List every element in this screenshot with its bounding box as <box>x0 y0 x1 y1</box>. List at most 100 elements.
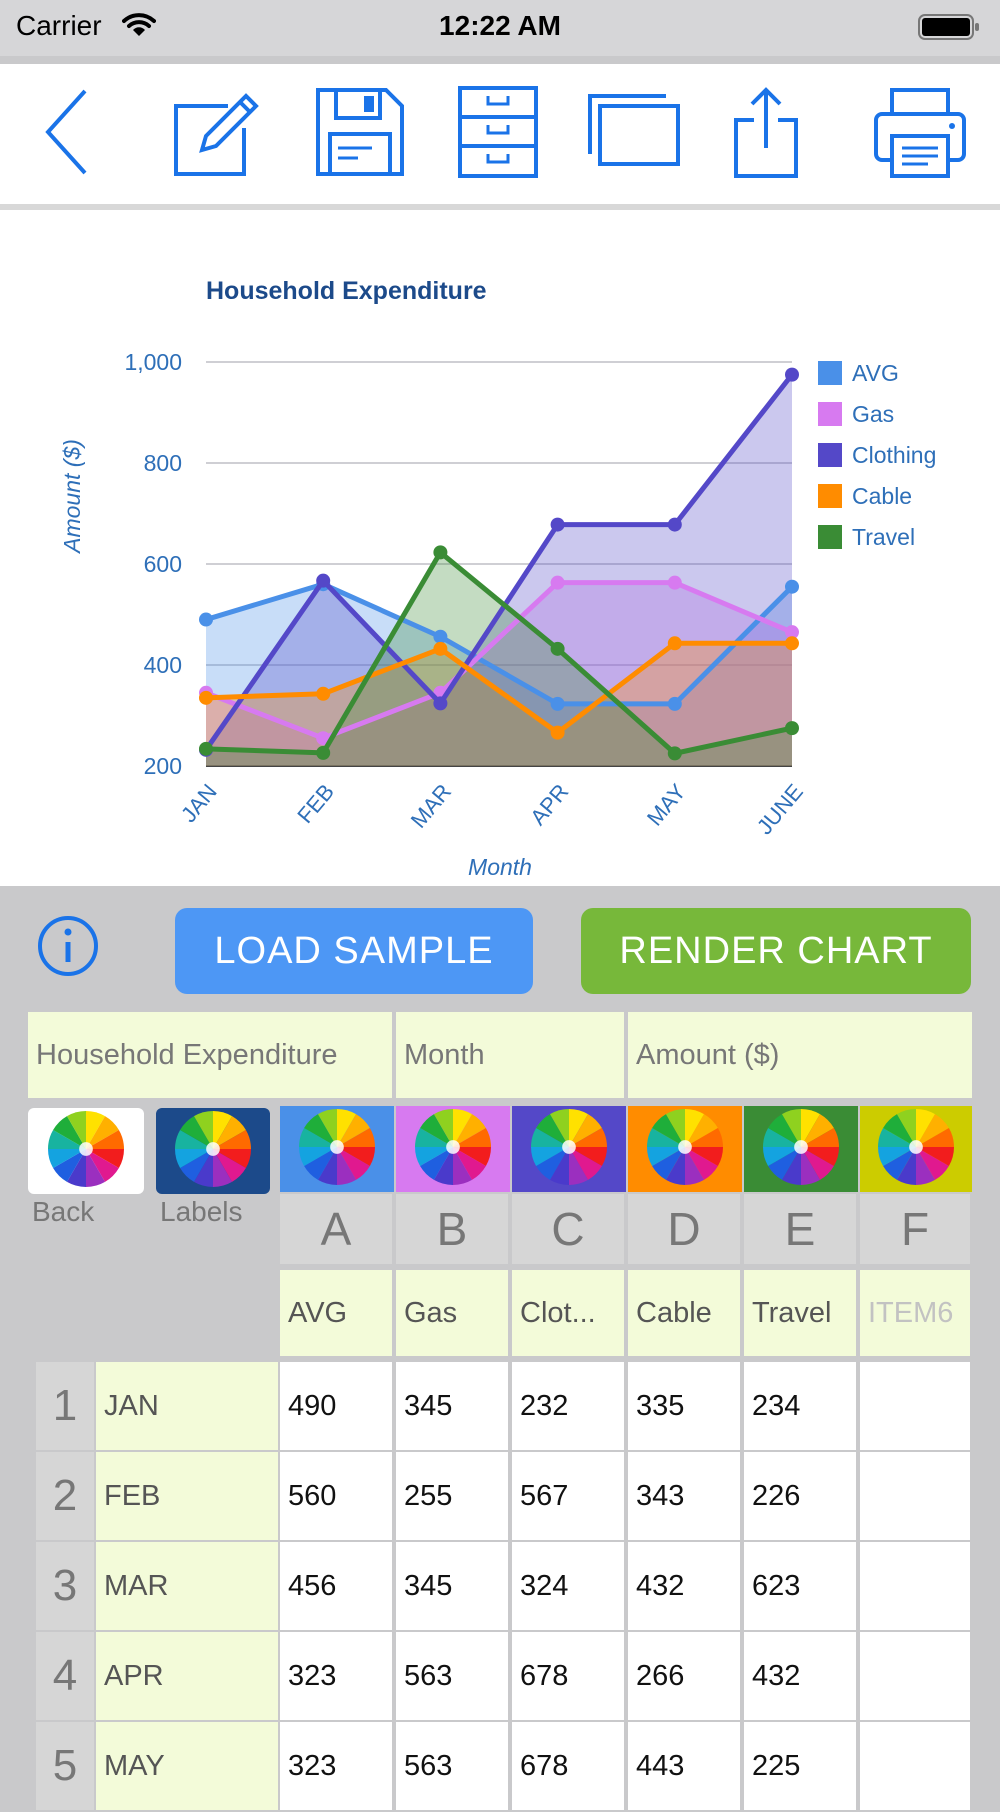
data-cell[interactable]: 324 <box>512 1542 626 1632</box>
render-chart-button[interactable]: RENDER CHART <box>581 908 971 994</box>
chart-title-field[interactable]: Household Expenditure <box>28 1012 394 1098</box>
legend-item-gas: Gas <box>852 401 894 427</box>
row-number: 4 <box>36 1632 94 1720</box>
info-icon[interactable] <box>36 914 100 983</box>
data-cell[interactable]: 456 <box>280 1542 394 1632</box>
legend-swatch <box>818 402 842 426</box>
data-cell[interactable]: 563 <box>396 1632 510 1722</box>
data-cell[interactable]: 490 <box>280 1362 394 1452</box>
data-cell[interactable] <box>860 1362 972 1452</box>
color-wheel-icon <box>48 1110 124 1192</box>
cabinet-icon[interactable] <box>450 84 546 180</box>
data-cell[interactable]: 432 <box>744 1632 858 1722</box>
color-wheel-icon <box>299 1108 375 1190</box>
edit-icon[interactable] <box>168 84 264 180</box>
data-cell[interactable]: 563 <box>396 1722 510 1812</box>
row-label-cell[interactable]: MAY <box>96 1722 278 1810</box>
data-cell[interactable] <box>860 1542 972 1632</box>
load-sample-button[interactable]: LOAD SAMPLE <box>175 908 533 994</box>
data-cell[interactable]: 234 <box>744 1362 858 1452</box>
data-cell[interactable] <box>860 1722 972 1812</box>
column-letter: B <box>396 1194 510 1264</box>
column-name-cell[interactable]: Clot... <box>512 1270 626 1356</box>
data-cell[interactable]: 443 <box>628 1722 742 1812</box>
data-point <box>316 745 331 760</box>
column-color-picker[interactable] <box>744 1106 858 1192</box>
data-cell[interactable]: 567 <box>512 1452 626 1542</box>
y-axis-label: Amount ($) <box>59 439 85 555</box>
data-cell[interactable]: 335 <box>628 1362 742 1452</box>
column-color-picker[interactable] <box>512 1106 626 1192</box>
series-line-avg <box>205 581 794 707</box>
column-name-cell[interactable]: Cable <box>628 1270 742 1356</box>
column-color-picker[interactable] <box>860 1106 972 1192</box>
data-point <box>785 636 799 651</box>
data-cell[interactable]: 560 <box>280 1452 394 1542</box>
data-cell[interactable] <box>860 1452 972 1542</box>
chart: Household Expenditure 200 400 600 800 1,000 J… <box>59 277 936 880</box>
y-tick-label: 400 <box>144 652 182 678</box>
data-cell[interactable]: 232 <box>512 1362 626 1452</box>
data-cell[interactable]: 323 <box>280 1632 394 1722</box>
y-label-field[interactable]: Amount ($) <box>628 1012 972 1098</box>
data-cell[interactable]: 255 <box>396 1452 510 1542</box>
data-cell[interactable]: 432 <box>628 1542 742 1632</box>
data-cell[interactable]: 345 <box>396 1362 510 1452</box>
wifi-icon <box>122 12 156 43</box>
data-point <box>785 579 799 594</box>
data-cell[interactable]: 678 <box>512 1632 626 1722</box>
data-point <box>433 629 448 644</box>
color-wheel-icon <box>175 1110 251 1192</box>
row-label-cell[interactable]: JAN <box>96 1362 278 1450</box>
data-cell[interactable]: 345 <box>396 1542 510 1632</box>
data-cell[interactable]: 266 <box>628 1632 742 1722</box>
back-color-picker[interactable] <box>28 1108 144 1194</box>
back-label: Back <box>32 1196 95 1227</box>
save-icon[interactable] <box>312 84 408 180</box>
column-letter: A <box>280 1194 394 1264</box>
chart-title: Household Expenditure <box>206 277 487 305</box>
data-cell[interactable]: 678 <box>512 1722 626 1812</box>
data-cell[interactable]: 343 <box>628 1452 742 1542</box>
toolbar <box>0 64 1000 210</box>
x-tick-label: MAY <box>642 779 691 831</box>
windows-icon[interactable] <box>586 84 682 180</box>
data-point <box>667 636 682 651</box>
labels-label: Labels <box>160 1196 243 1227</box>
data-cell[interactable]: 226 <box>744 1452 858 1542</box>
data-point <box>667 696 682 711</box>
legend-swatch <box>818 443 842 467</box>
print-icon[interactable] <box>872 84 968 180</box>
row-label-cell[interactable]: APR <box>96 1632 278 1720</box>
row-label-cell[interactable]: FEB <box>96 1452 278 1540</box>
data-point <box>316 686 331 701</box>
data-point <box>550 641 565 656</box>
color-wheel-icon <box>415 1108 491 1190</box>
x-axis-label: Month <box>468 854 532 880</box>
column-name-cell[interactable]: AVG <box>280 1270 394 1356</box>
column-color-picker[interactable] <box>628 1106 742 1192</box>
column-color-picker[interactable] <box>396 1106 510 1192</box>
column-letter: E <box>744 1194 858 1264</box>
color-wheel-icon <box>878 1108 954 1190</box>
data-cell[interactable]: 225 <box>744 1722 858 1812</box>
series-line-travel <box>205 549 793 756</box>
series-line-cable <box>205 640 792 736</box>
data-point <box>316 573 331 588</box>
data-cell[interactable]: 623 <box>744 1542 858 1632</box>
data-point <box>550 517 565 532</box>
data-cell[interactable] <box>860 1632 972 1722</box>
data-point <box>785 625 799 640</box>
row-label-cell[interactable]: MAR <box>96 1542 278 1630</box>
column-color-picker[interactable] <box>280 1106 394 1192</box>
share-icon[interactable] <box>718 84 814 180</box>
x-label-field[interactable]: Month <box>396 1012 626 1098</box>
data-point <box>667 575 682 590</box>
labels-color-picker[interactable] <box>156 1108 270 1194</box>
column-name-cell[interactable]: Travel <box>744 1270 858 1356</box>
data-cell[interactable]: 323 <box>280 1722 394 1812</box>
back-icon[interactable] <box>22 84 118 180</box>
column-name-cell[interactable]: ITEM6 <box>860 1270 972 1356</box>
column-name-cell[interactable]: Gas <box>396 1270 510 1356</box>
row-number: 2 <box>36 1452 94 1540</box>
